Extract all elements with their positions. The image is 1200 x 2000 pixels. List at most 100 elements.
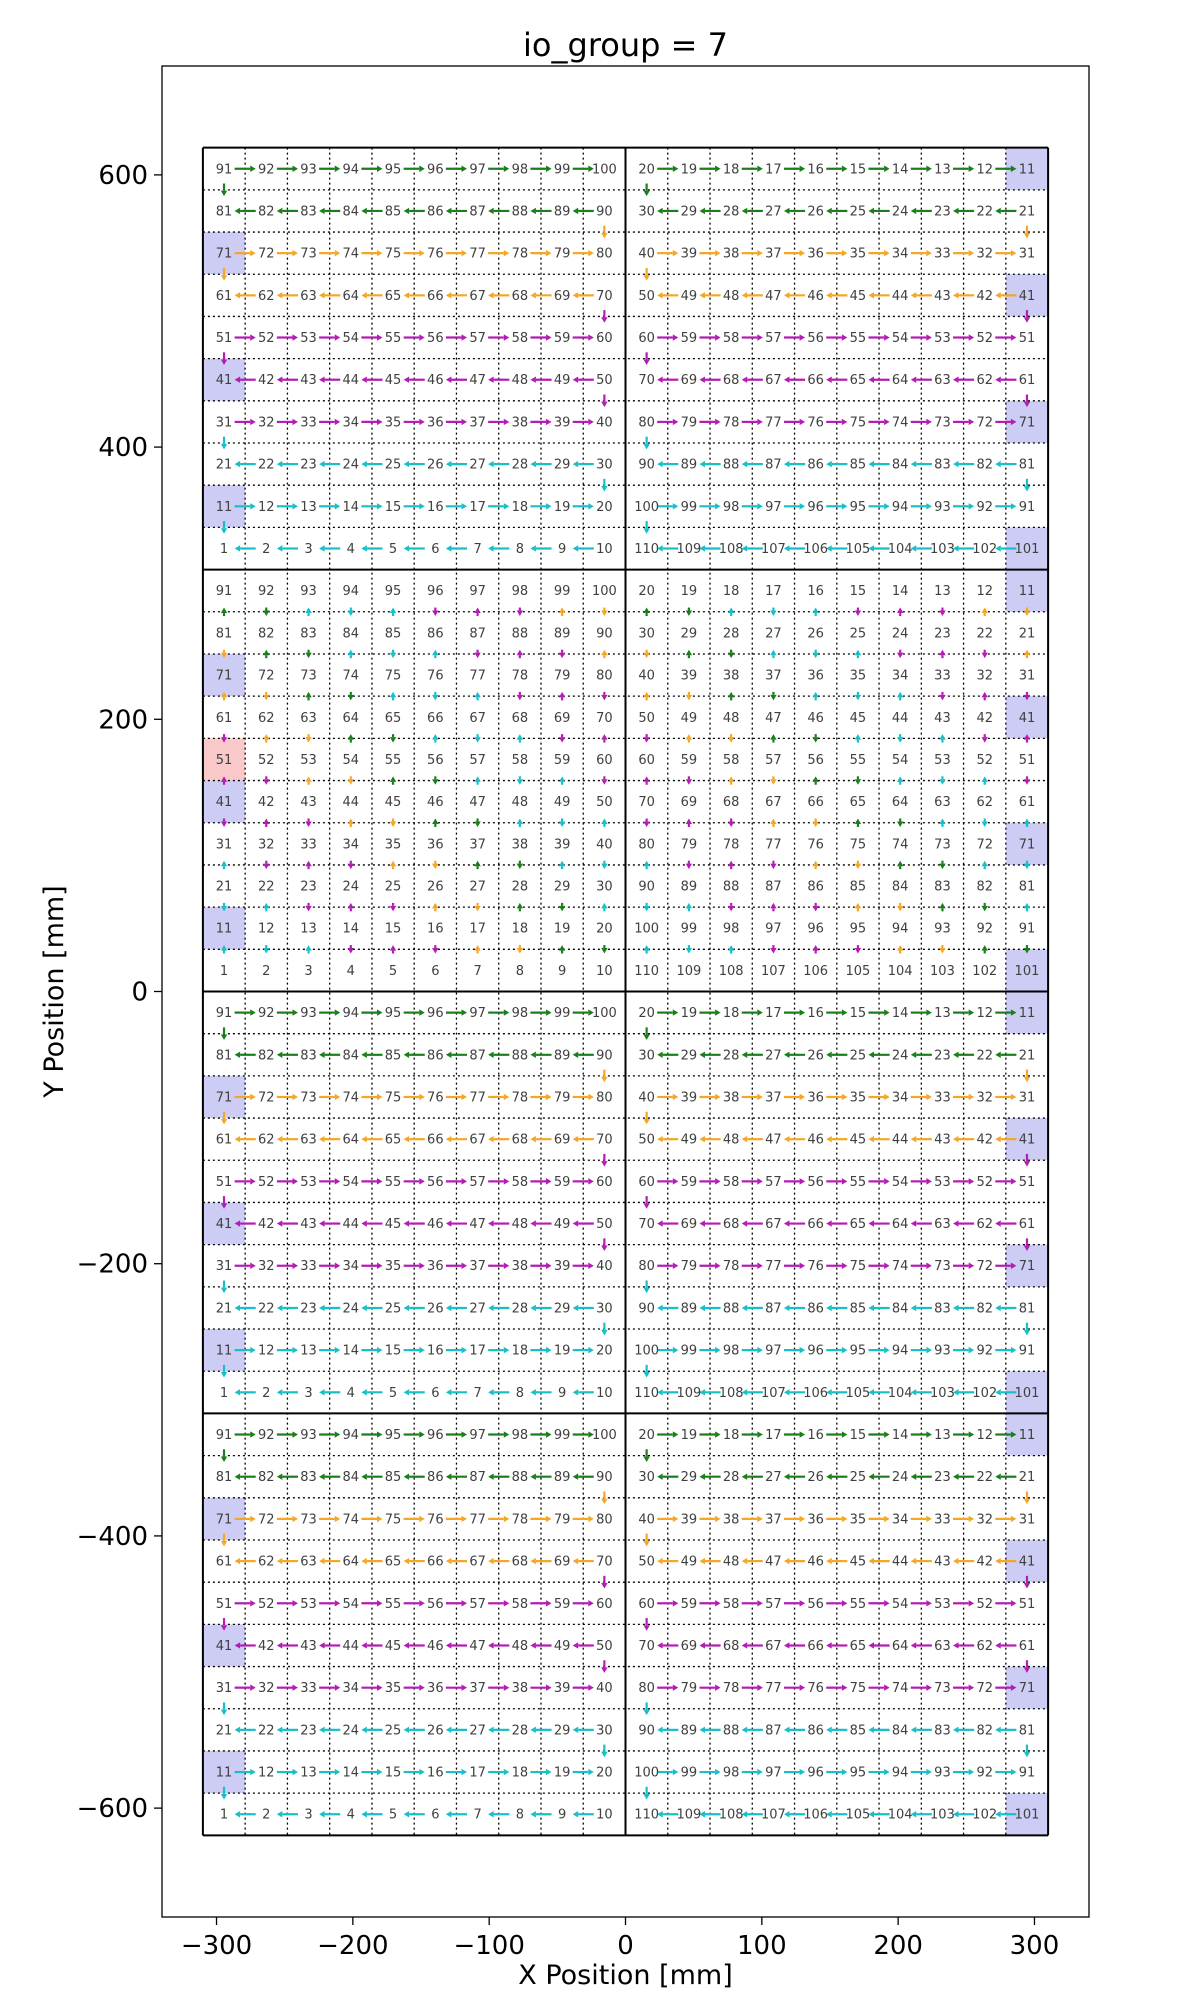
chip-link-arrowhead [319, 1473, 325, 1480]
highlight-cell [1005, 822, 1049, 865]
chip-label: 92 [258, 1006, 275, 1021]
chip-label: 37 [469, 837, 486, 852]
chip-link-arrowhead [995, 1473, 1001, 1480]
chip-link-arrowhead [884, 1515, 890, 1523]
chip-label: 86 [427, 204, 444, 219]
chip-label: 49 [554, 795, 571, 810]
chip-label: 33 [934, 247, 951, 262]
chip-link-arrowhead [558, 905, 566, 912]
chip-link-arrowhead [319, 207, 325, 215]
chip-label: 26 [807, 1470, 824, 1485]
chip-link-arrowhead [361, 1473, 367, 1480]
chip-label: 70 [596, 289, 613, 304]
chip-label: 67 [469, 289, 486, 304]
chip-link-arrowhead [783, 1051, 790, 1058]
chip-link-arrowhead [939, 649, 946, 656]
chip-link-arrowhead [530, 1642, 536, 1649]
chip-label: 74 [343, 247, 360, 262]
chip-label: 87 [469, 626, 486, 641]
chip-label: 66 [807, 795, 824, 810]
chip-label: 29 [554, 1301, 571, 1316]
chip-label: 69 [681, 1217, 698, 1232]
chip-label: 62 [976, 373, 993, 388]
chip-link-arrowhead [685, 610, 693, 616]
chip-link-arrowhead [377, 1093, 383, 1101]
chip-link-arrowhead [812, 737, 819, 743]
chip-label: 95 [385, 162, 402, 177]
chip-link-arrowhead [1023, 863, 1031, 870]
chip-label: 72 [258, 1090, 275, 1105]
chip-label: 91 [216, 584, 233, 599]
chip-label: 77 [469, 1512, 486, 1527]
chip-link-arrowhead [432, 610, 439, 616]
chip-label: 19 [681, 584, 698, 599]
chip-label: 92 [976, 1344, 993, 1359]
chip-label: 43 [934, 1555, 951, 1570]
chip-link-arrowhead [757, 1009, 763, 1016]
chip-link-arrowhead [305, 860, 312, 867]
chip-link-arrowhead [826, 1304, 832, 1312]
chip-label: 42 [258, 1217, 275, 1232]
chip-label: 74 [343, 1090, 360, 1105]
chip-link-arrowhead [220, 691, 228, 698]
chip-label: 4 [347, 964, 355, 979]
chip-label: 6 [431, 1808, 439, 1823]
chip-link-arrowhead [799, 1600, 806, 1607]
chip-link-arrowhead [474, 691, 481, 698]
chip-label: 62 [258, 289, 275, 304]
y-tick-label: −600 [77, 1794, 148, 1824]
chip-label: 46 [427, 373, 444, 388]
chip-label: 93 [300, 584, 317, 599]
chip-link-arrowhead [361, 1389, 367, 1396]
chip-link-arrowhead [419, 1346, 425, 1354]
chip-link-arrowhead [715, 1178, 721, 1185]
chip-label: 30 [596, 1723, 613, 1738]
chip-label: 86 [807, 1301, 824, 1316]
chip-link-arrowhead [361, 207, 367, 215]
chip-label: 88 [512, 204, 529, 219]
chip-link-arrowhead [530, 1135, 536, 1143]
chip-label: 91 [1019, 1344, 1036, 1359]
chip-link-arrowhead [419, 249, 425, 257]
chip-label: 16 [807, 1006, 824, 1021]
chip-link-arrowhead [968, 1768, 975, 1776]
chip-link-arrowhead [1023, 317, 1031, 323]
chip-link-arrowhead [546, 334, 552, 341]
chip-link-arrowhead [953, 460, 959, 468]
chip-label: 73 [300, 669, 317, 684]
chip-link-arrowhead [884, 334, 890, 341]
chip-label: 40 [638, 1512, 655, 1527]
chip-label: 21 [1019, 1470, 1036, 1485]
chip-label: 108 [719, 1386, 744, 1401]
chip-link-arrowhead [1010, 1178, 1017, 1185]
chip-label: 15 [385, 1344, 402, 1359]
chip-label: 21 [216, 1301, 233, 1316]
chip-label: 78 [723, 1259, 740, 1274]
chip-link-arrowhead [234, 1726, 241, 1734]
chip-label: 103 [930, 1808, 955, 1823]
chip-link-arrowhead [657, 1220, 663, 1227]
chip-label: 42 [258, 373, 275, 388]
chip-link-arrowhead [516, 818, 524, 825]
chip-label: 60 [596, 753, 613, 768]
chip-label: 13 [300, 1766, 317, 1781]
chip-link-arrowhead [896, 652, 904, 659]
chip-link-arrowhead [685, 779, 693, 785]
chip-label: 25 [385, 1723, 402, 1738]
chip-link-arrowhead [601, 694, 608, 701]
chip-label: 19 [554, 1344, 571, 1359]
chip-link-arrowhead [953, 1135, 959, 1143]
chip-link-arrowhead [601, 1161, 608, 1167]
chip-link-arrowhead [884, 1431, 890, 1438]
chip-link-arrowhead [503, 1093, 510, 1101]
chip-label: 47 [469, 373, 486, 388]
chip-link-arrowhead [968, 418, 975, 426]
chip-link-arrowhead [657, 1811, 663, 1818]
chip-label: 39 [554, 415, 571, 430]
chip-link-arrowhead [1023, 486, 1031, 492]
chip-link-arrowhead [558, 860, 566, 867]
chip-link-arrowhead [854, 610, 862, 616]
chip-link-arrowhead [826, 1051, 832, 1058]
chip-label: 82 [976, 458, 993, 473]
chip-label: 71 [216, 1512, 233, 1527]
